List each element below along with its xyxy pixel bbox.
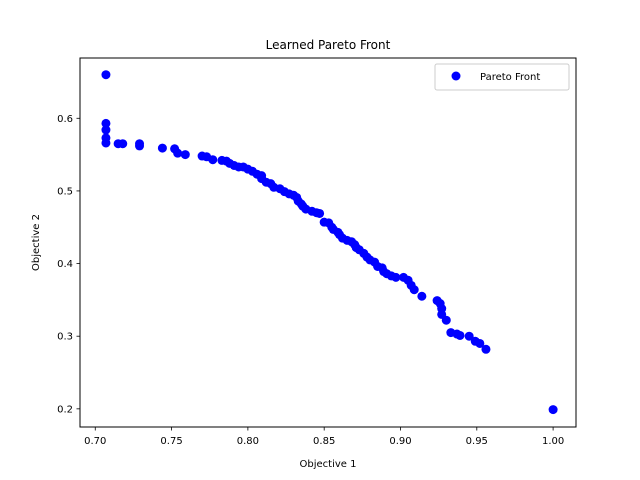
data-point	[101, 70, 110, 79]
data-point	[101, 125, 110, 134]
data-point	[442, 316, 451, 325]
y-tick-label: 0.6	[57, 114, 73, 125]
chart-title: Learned Pareto Front	[266, 38, 391, 52]
x-tick-label: 0.85	[313, 436, 335, 447]
data-point	[118, 139, 127, 148]
y-tick-label: 0.5	[57, 186, 73, 197]
x-tick-label: 1.00	[542, 436, 564, 447]
data-point	[181, 150, 190, 159]
x-tick-label: 0.90	[389, 436, 411, 447]
data-point	[173, 149, 182, 158]
y-tick-label: 0.2	[57, 404, 73, 415]
x-tick-label: 0.80	[237, 436, 259, 447]
data-point	[549, 405, 558, 414]
data-point	[135, 141, 144, 150]
x-tick-label: 0.70	[84, 436, 106, 447]
y-axis-label: Objective 2	[31, 214, 42, 271]
legend-marker	[452, 72, 461, 81]
legend: Pareto Front	[435, 64, 569, 90]
data-point	[417, 292, 426, 301]
y-tick-label: 0.4	[57, 259, 73, 270]
data-point	[481, 345, 490, 354]
x-tick-label: 0.75	[160, 436, 182, 447]
data-point	[158, 144, 167, 153]
x-axis-label: Objective 1	[300, 459, 357, 470]
legend-label: Pareto Front	[480, 72, 540, 83]
data-point	[456, 331, 465, 340]
y-tick-label: 0.3	[57, 332, 73, 343]
data-point	[208, 155, 217, 164]
data-point	[315, 209, 324, 218]
data-point	[101, 138, 110, 147]
data-point	[410, 285, 419, 294]
x-tick-label: 0.95	[466, 436, 488, 447]
